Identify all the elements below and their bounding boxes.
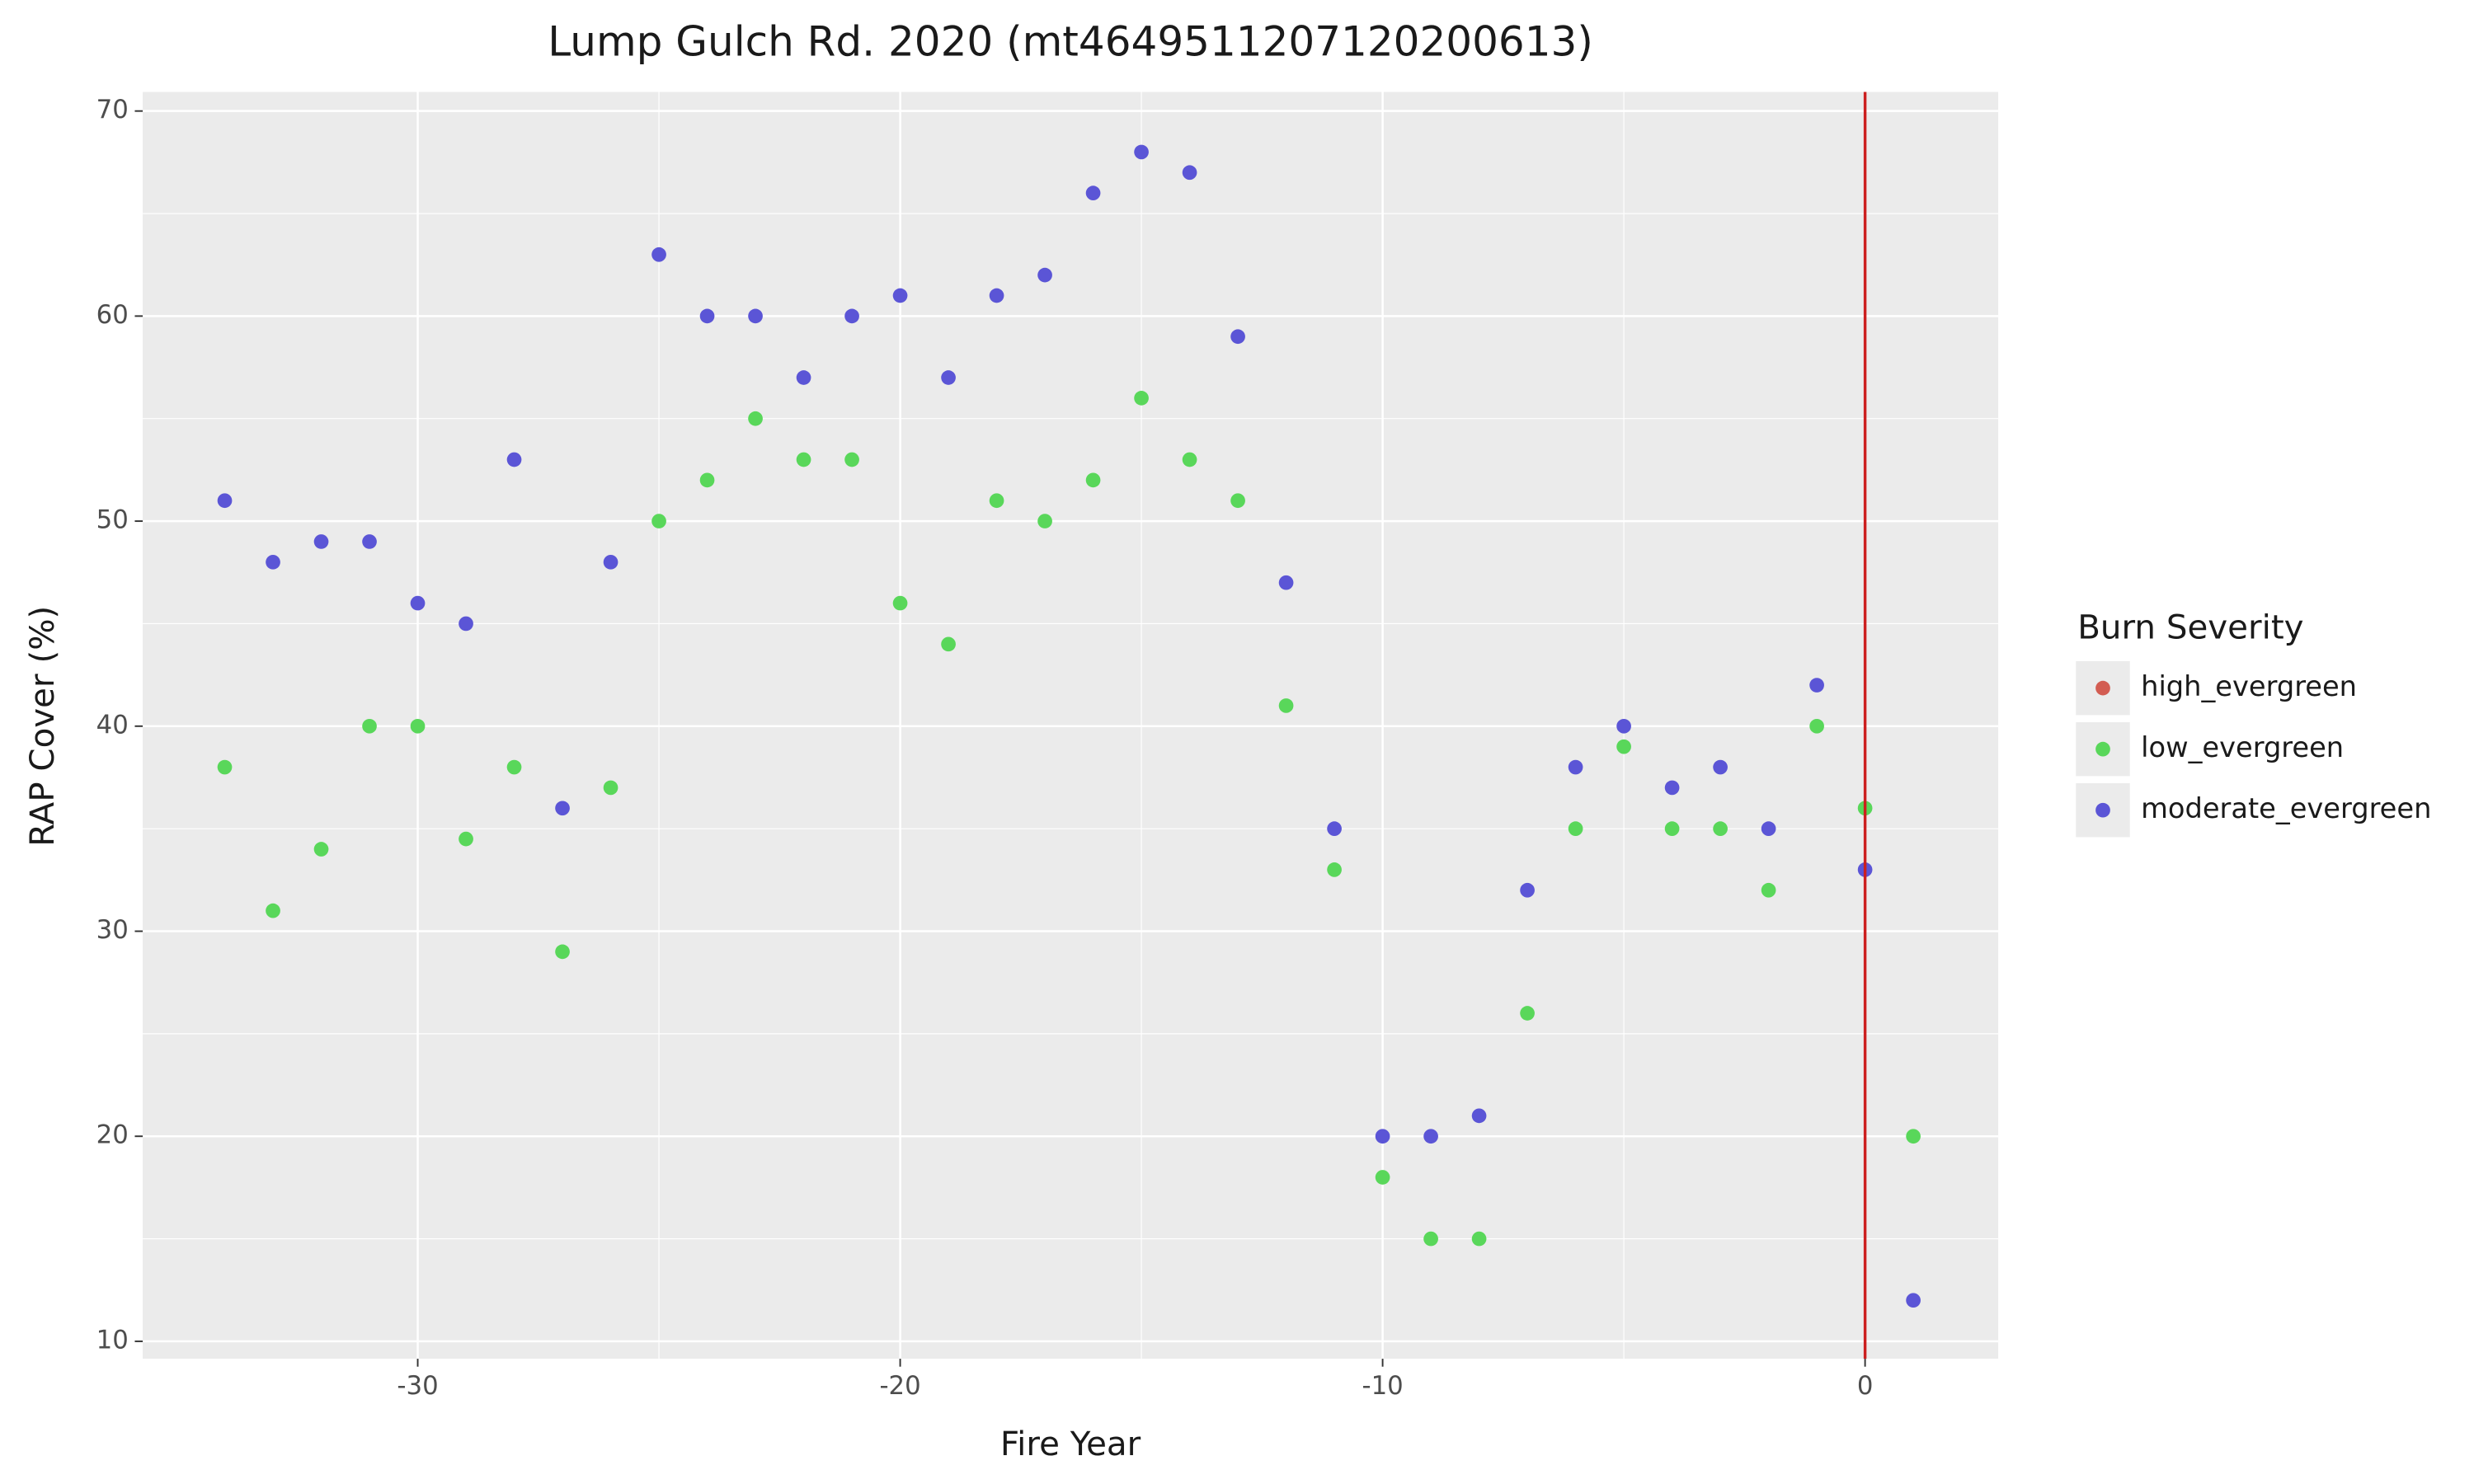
- point: [892, 288, 908, 303]
- point: [313, 842, 329, 857]
- point: [313, 534, 329, 549]
- point: [459, 616, 473, 632]
- point: [506, 759, 522, 775]
- point: [748, 308, 763, 324]
- y-tick-label: 60: [96, 300, 129, 330]
- point: [941, 636, 956, 652]
- point: [1182, 452, 1197, 467]
- point: [989, 288, 1004, 303]
- point: [1568, 821, 1583, 837]
- point: [603, 780, 618, 796]
- point: [1278, 575, 1294, 590]
- point: [1375, 1129, 1390, 1144]
- point: [217, 493, 233, 509]
- point: [1375, 1170, 1390, 1185]
- point: [555, 944, 570, 960]
- point: [1520, 882, 1535, 898]
- y-tick-label: 50: [96, 505, 129, 535]
- point: [796, 452, 811, 467]
- point: [266, 554, 280, 570]
- x-tick-label: -20: [879, 1371, 920, 1401]
- point: [699, 472, 715, 488]
- point: [1134, 391, 1149, 406]
- point: [748, 411, 763, 426]
- point: [1134, 144, 1149, 160]
- point: [1471, 1231, 1487, 1247]
- point: [1713, 759, 1728, 775]
- point: [1616, 718, 1631, 734]
- point: [844, 452, 859, 467]
- point: [1085, 472, 1101, 488]
- point: [266, 903, 280, 918]
- point: [1906, 1129, 1921, 1144]
- point: [1520, 1006, 1535, 1021]
- point: [1085, 186, 1101, 200]
- point: [410, 718, 426, 734]
- point: [506, 452, 522, 467]
- point: [1664, 821, 1680, 837]
- y-axis-title: RAP Cover (%): [23, 606, 62, 847]
- y-tick-label: 40: [96, 710, 129, 740]
- point: [1761, 821, 1776, 837]
- point: [1664, 780, 1680, 796]
- point: [410, 595, 426, 611]
- point: [989, 493, 1004, 509]
- point: [844, 308, 859, 324]
- point: [1423, 1129, 1438, 1144]
- point: [1471, 1108, 1487, 1124]
- point: [362, 534, 377, 549]
- legend-key: [2095, 741, 2110, 757]
- point: [1327, 862, 1342, 877]
- point: [1713, 821, 1728, 837]
- x-tick-label: -10: [1362, 1371, 1403, 1401]
- legend-key: [2095, 802, 2110, 818]
- point: [459, 831, 473, 847]
- point: [1182, 165, 1197, 181]
- legend-title: Burn Severity: [2077, 608, 2303, 646]
- point: [651, 247, 666, 262]
- point: [1809, 678, 1824, 693]
- legend-label: moderate_evergreen: [2141, 792, 2431, 824]
- chart-title: Lump Gulch Rd. 2020 (mt46495112071202006…: [548, 17, 1593, 65]
- point: [1037, 267, 1052, 283]
- point: [1906, 1293, 1921, 1308]
- point: [1230, 329, 1245, 345]
- point: [1230, 493, 1245, 509]
- point: [1616, 739, 1631, 754]
- point: [1423, 1231, 1438, 1247]
- point: [941, 370, 956, 385]
- legend-key: [2095, 680, 2110, 696]
- legend-label: high_evergreen: [2141, 670, 2357, 702]
- point: [796, 370, 811, 385]
- point: [1037, 514, 1052, 528]
- point: [362, 718, 377, 734]
- x-tick-label: 0: [1857, 1371, 1874, 1401]
- point: [1761, 882, 1776, 898]
- y-tick-label: 10: [96, 1325, 129, 1355]
- point: [699, 308, 715, 324]
- y-tick-label: 70: [96, 95, 129, 124]
- y-tick-label: 20: [96, 1120, 129, 1150]
- point: [555, 801, 570, 816]
- point: [217, 759, 233, 775]
- x-axis-title: Fire Year: [1000, 1425, 1141, 1463]
- point: [1278, 698, 1294, 713]
- point: [892, 595, 908, 611]
- point: [1809, 718, 1824, 734]
- point: [603, 554, 618, 570]
- legend-label: low_evergreen: [2141, 731, 2344, 763]
- x-tick-label: -30: [397, 1371, 438, 1401]
- y-tick-label: 30: [96, 915, 129, 945]
- point: [1327, 821, 1342, 837]
- point: [651, 514, 666, 528]
- point: [1568, 759, 1583, 775]
